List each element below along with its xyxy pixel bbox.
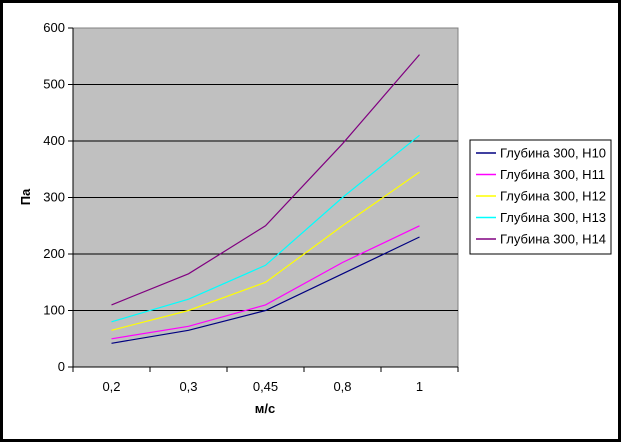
y-tick-label: 200	[43, 246, 65, 261]
legend-label-5: Глубина 300, Н14	[500, 232, 606, 247]
y-tick-label: 100	[43, 303, 65, 318]
y-tick-label: 0	[58, 359, 65, 374]
y-tick-label: 400	[43, 133, 65, 148]
x-tick-labels: 0,2 0,3 0,45 0,8 1	[102, 379, 423, 394]
x-tick-label: 0,3	[179, 379, 197, 394]
x-tick-label: 0,45	[253, 379, 278, 394]
legend-label-1: Глубина 300, Н10	[500, 146, 606, 161]
legend-box	[469, 139, 612, 255]
y-tick-labels: 0 100 200 300 400 500 600	[43, 20, 65, 374]
y-axis-title: Па	[18, 188, 33, 205]
legend-label-3: Глубина 300, Н12	[500, 189, 606, 204]
x-tick-label: 0,2	[102, 379, 120, 394]
y-tick-label: 600	[43, 20, 65, 35]
y-tick-label: 300	[43, 190, 65, 205]
x-axis-title: м/с	[255, 401, 275, 416]
series-lines	[111, 54, 420, 344]
legend: Глубина 300, Н10 Глубина 300, Н11 Глубина …	[469, 139, 612, 255]
x-tick-label: 1	[416, 379, 423, 394]
series-line-4	[111, 134, 420, 323]
series-line-3	[111, 171, 420, 331]
series-line-2	[111, 225, 420, 340]
series-line-1	[111, 236, 420, 344]
legend-label-4: Глубина 300, Н13	[500, 210, 606, 225]
series-line-5	[111, 54, 420, 306]
x-tick-label: 0,8	[333, 379, 351, 394]
y-tick-label: 500	[43, 77, 65, 92]
legend-label-2: Глубина 300, Н11	[500, 167, 605, 182]
axes	[68, 27, 459, 372]
